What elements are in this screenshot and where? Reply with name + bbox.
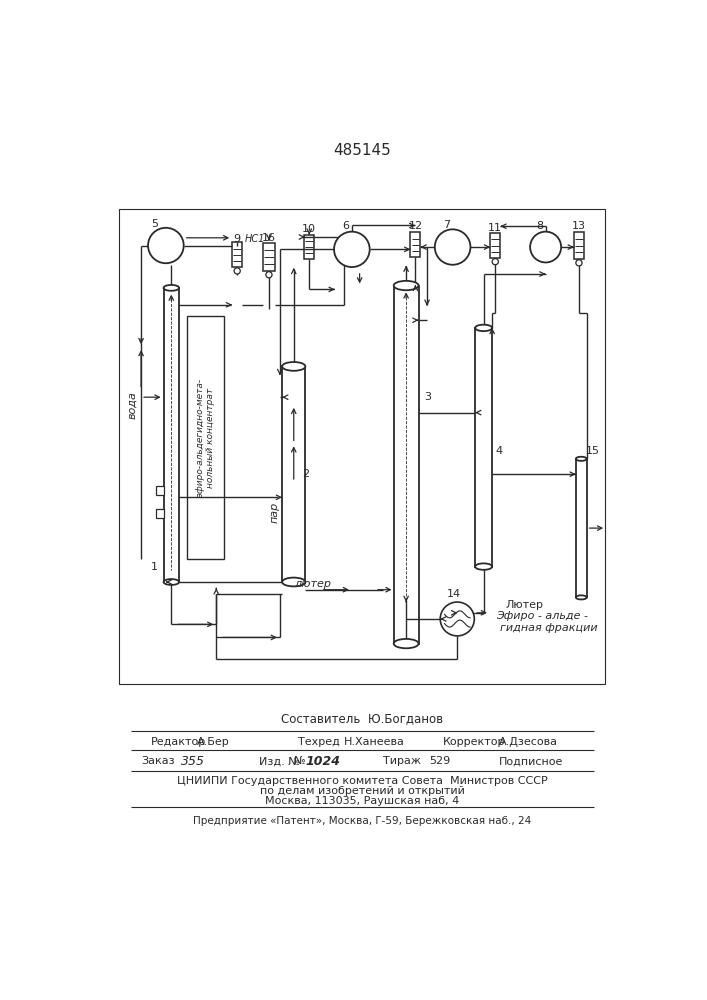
Text: Москва, 113035, Раушская наб, 4: Москва, 113035, Раушская наб, 4 (265, 796, 459, 806)
Ellipse shape (475, 563, 492, 570)
Circle shape (492, 259, 498, 265)
Ellipse shape (282, 362, 305, 371)
Text: 3: 3 (424, 392, 431, 402)
Text: 2: 2 (302, 469, 309, 479)
Text: Тираж: Тираж (383, 756, 421, 766)
Text: А.Дзесова: А.Дзесова (499, 737, 558, 747)
Text: 9: 9 (233, 234, 241, 244)
Circle shape (530, 232, 561, 262)
Text: 529: 529 (429, 756, 450, 766)
Circle shape (234, 268, 240, 274)
Text: Лютер: Лютер (506, 600, 543, 610)
Text: 1024: 1024 (305, 755, 340, 768)
Text: 12: 12 (409, 221, 423, 231)
Bar (410, 232, 421, 257)
Bar (156, 509, 163, 518)
Circle shape (334, 232, 370, 267)
Text: 14: 14 (446, 589, 460, 599)
Text: Техред: Техред (298, 737, 339, 747)
Bar (575, 459, 587, 597)
Ellipse shape (394, 639, 419, 648)
Bar (263, 243, 275, 271)
Text: Составитель  Ю.Богданов: Составитель Ю.Богданов (281, 713, 443, 726)
Text: 5: 5 (151, 219, 158, 229)
Circle shape (575, 260, 582, 266)
Circle shape (266, 272, 272, 278)
Bar (232, 242, 243, 267)
Text: НС1: НС1 (245, 234, 265, 244)
Text: 10: 10 (303, 224, 316, 234)
Text: 485145: 485145 (333, 143, 391, 158)
Text: Предприятие «Патент», Москва, Г-59, Бережковская наб., 24: Предприятие «Патент», Москва, Г-59, Бере… (193, 816, 531, 826)
Bar (156, 486, 163, 495)
Text: эфиро-альдегидно-мета-
нольный концентрат: эфиро-альдегидно-мета- нольный концентра… (196, 378, 215, 497)
Text: 13: 13 (572, 221, 586, 231)
Text: пар: пар (269, 502, 279, 523)
Text: 4: 4 (496, 446, 503, 456)
Circle shape (440, 602, 474, 636)
Bar (574, 232, 584, 259)
Text: Эфиро - альде -: Эфиро - альде - (496, 611, 588, 621)
Text: Изд. №: Изд. № (259, 756, 300, 766)
Text: лютер: лютер (295, 579, 332, 589)
Bar (119, 209, 605, 684)
Text: Редактор: Редактор (151, 737, 206, 747)
Bar (475, 328, 492, 567)
Bar (282, 366, 305, 582)
Text: Корректор: Корректор (443, 737, 506, 747)
Ellipse shape (575, 595, 587, 599)
Ellipse shape (575, 457, 587, 461)
Text: 355: 355 (182, 755, 205, 768)
Text: 7: 7 (443, 220, 450, 230)
Bar (304, 235, 315, 259)
Bar (187, 316, 224, 559)
Ellipse shape (163, 285, 179, 291)
Text: 1: 1 (151, 562, 158, 572)
Circle shape (435, 229, 470, 265)
Text: вода: вода (127, 391, 136, 419)
Text: по делам изобретений и открытий: по делам изобретений и открытий (259, 786, 464, 796)
Text: 16: 16 (262, 233, 276, 243)
Text: 6: 6 (342, 221, 349, 231)
Text: 15: 15 (586, 446, 600, 456)
Text: А.Бер: А.Бер (197, 737, 230, 747)
Bar (394, 286, 419, 644)
Ellipse shape (475, 325, 492, 331)
Text: №: № (293, 756, 305, 766)
Text: 11: 11 (489, 223, 502, 233)
Circle shape (148, 228, 184, 263)
Bar (490, 233, 501, 258)
Ellipse shape (163, 579, 179, 585)
Bar (163, 288, 179, 582)
Text: 8: 8 (536, 221, 543, 231)
Text: ЦНИИПИ Государственного комитета Совета  Министров СССР: ЦНИИПИ Государственного комитета Совета … (177, 776, 547, 786)
Text: гидная фракции: гидная фракции (500, 623, 597, 633)
Ellipse shape (394, 281, 419, 290)
Ellipse shape (282, 578, 305, 586)
Text: Заказ: Заказ (141, 756, 175, 766)
Text: Н.Ханеева: Н.Ханеева (344, 737, 405, 747)
Text: Подписное: Подписное (499, 756, 563, 766)
